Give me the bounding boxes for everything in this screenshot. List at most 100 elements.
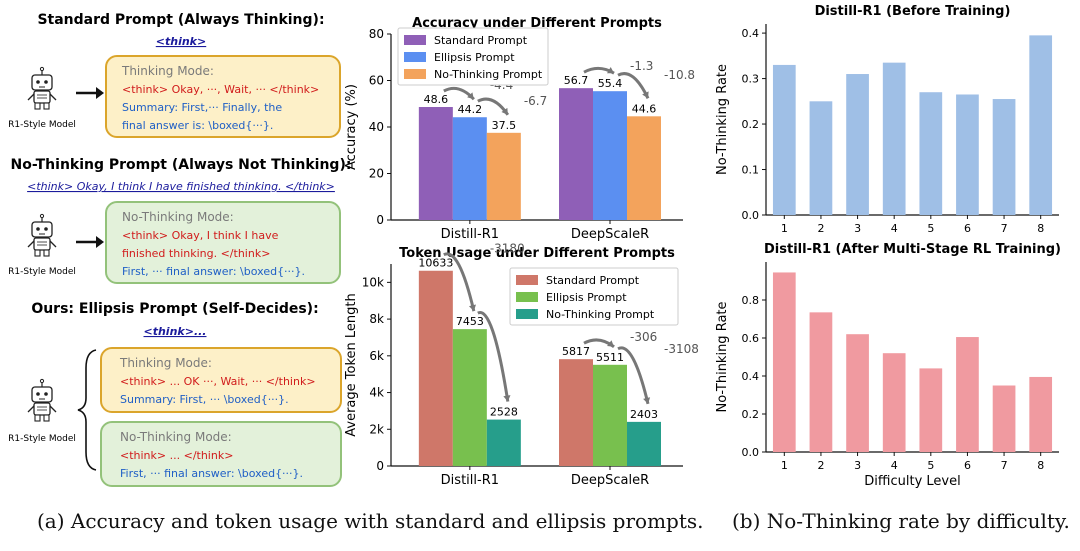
change-label: -6.7: [524, 94, 547, 108]
legend-swatch: [404, 35, 426, 45]
ours-think-line2: Summary: First, ··· \boxed{···}.: [120, 393, 289, 406]
x-tick-label: 3: [854, 459, 861, 472]
bar: [452, 117, 487, 220]
before-training-chart: Distill-R1 (Before Training) 0.0 0.1 0.2 0.3…: [715, 4, 1059, 235]
change-arrow-head: [467, 92, 474, 100]
bar: [593, 91, 627, 220]
y-axis-label: No-Thinking Rate: [715, 64, 730, 175]
bar-value-label: 44.6: [632, 102, 657, 115]
x-tick-label: 4: [891, 459, 898, 472]
robot-icon: [27, 66, 57, 110]
y-tick-label: 60: [369, 74, 384, 88]
bar: [919, 92, 943, 215]
x-tick-label: DeepScaleR: [571, 227, 649, 242]
y-tick-label: 40: [369, 120, 384, 134]
y-axis-label: Average Token Length: [344, 293, 359, 436]
legend-label: Ellipsis Prompt: [546, 291, 627, 304]
bar: [486, 132, 521, 220]
bar: [956, 337, 979, 452]
change-arrow-head: [607, 67, 614, 74]
ours-think-mode: Thinking Mode:: [119, 356, 212, 370]
standard-line1: <think> Okay, ···, Wait, ··· </think>: [122, 83, 319, 96]
nothink-panel: [105, 201, 341, 284]
bar-value-label: 5511: [596, 351, 624, 364]
ours-heading: Ours: Ellipsis Prompt (Self-Decides):: [31, 301, 318, 317]
bar-value-label: 10633: [418, 257, 453, 270]
standard-line3: final answer is: \boxed{···}.: [122, 119, 273, 132]
x-tick-label: 8: [1037, 222, 1044, 235]
nothink-tag: <think> Okay, I think I have finished th…: [27, 180, 335, 193]
x-tick-label: Distill-R1: [441, 227, 499, 242]
change-arrow: [443, 252, 476, 312]
legend-swatch: [516, 275, 538, 285]
bar-value-label: 37.5: [492, 119, 517, 132]
accuracy-chart: Accuracy under Different Prompts 0 20 40 60 8…: [344, 16, 695, 242]
legend-swatch: [516, 292, 538, 302]
robot-icon: [27, 213, 57, 257]
chart-title: Distill-R1 (Before Training): [815, 4, 1011, 19]
x-tick-label: 7: [1001, 459, 1008, 472]
bar-value-label: 7453: [456, 315, 484, 328]
y-tick-label: 0.4: [742, 27, 760, 40]
x-tick-label: 1: [781, 222, 788, 235]
change-arrow: [617, 346, 650, 405]
token-usage-chart: Token Usage under Different Prompts 0 2k 4k…: [344, 242, 699, 488]
y-tick-label: 10k: [362, 275, 384, 289]
legend-label: No-Thinking Prompt: [434, 68, 543, 81]
bar: [1029, 35, 1053, 215]
bar: [956, 94, 979, 215]
bar-value-label: 2403: [630, 408, 658, 421]
y-axis-label: No-Thinking Rate: [715, 301, 730, 412]
nothink-line1: <think> Okay, I think I have: [122, 229, 279, 242]
bar: [809, 101, 833, 215]
nothink-mode: No-Thinking Mode:: [122, 210, 234, 224]
nothink-line2: finished thinking. </think>: [122, 247, 270, 260]
legend-label: Standard Prompt: [434, 34, 528, 47]
standard-line2: Summary: First,··· Finally, the: [122, 101, 282, 114]
bar-value-label: 44.2: [458, 103, 483, 116]
nothink-model-label: R1-Style Model: [8, 267, 76, 277]
change-arrow-head: [468, 304, 476, 312]
y-tick-label: 2k: [369, 422, 384, 436]
bar: [809, 312, 833, 452]
chart-title: Accuracy under Different Prompts: [412, 16, 662, 31]
bar: [1029, 376, 1053, 452]
y-tick-label: 80: [369, 27, 384, 41]
curly-brace-icon: [77, 349, 97, 471]
bar-value-label: 55.4: [598, 77, 623, 90]
chart-title: Token Usage under Different Prompts: [399, 246, 675, 261]
nothink-line3: First, ··· final answer: \boxed{···}.: [122, 265, 305, 278]
x-tick-label: 5: [927, 459, 934, 472]
bar: [992, 385, 1016, 452]
ours-think-line1: <think> ... OK ···, Wait, ··· </think>: [120, 375, 316, 388]
bar: [846, 334, 869, 452]
ours-nothink-line2: First, ··· final answer: \boxed{···}.: [120, 467, 303, 480]
ours-nothink-line1: <think> ... </think>: [120, 449, 233, 462]
standard-mode: Thinking Mode:: [121, 64, 214, 78]
prompt-diagram: Standard Prompt (Always Thinking): <thin…: [8, 12, 351, 487]
y-tick-label: 4k: [369, 386, 384, 400]
ours-model-label: R1-Style Model: [8, 434, 76, 444]
x-tick-label: 4: [891, 222, 898, 235]
bar: [418, 270, 453, 466]
x-tick-label: 5: [927, 222, 934, 235]
bar: [772, 272, 796, 452]
bar: [559, 88, 593, 220]
ours-tag: <think>...: [144, 325, 207, 338]
legend-swatch: [404, 69, 426, 79]
legend-box: [397, 27, 549, 86]
y-tick-label: 8k: [369, 312, 384, 326]
bar: [627, 421, 661, 466]
bar: [452, 329, 487, 466]
y-tick-label: 20: [369, 167, 384, 181]
x-tick-label: 7: [1001, 222, 1008, 235]
legend-swatch: [404, 52, 426, 62]
legend-swatch: [516, 309, 538, 319]
bar: [559, 359, 593, 466]
right-arrow-icon: [76, 87, 104, 99]
y-tick-label: 0.6: [742, 332, 760, 345]
x-tick-label: 6: [964, 459, 971, 472]
x-tick-label: 1: [781, 459, 788, 472]
y-tick-label: 6k: [369, 349, 384, 363]
x-tick-label: 6: [964, 222, 971, 235]
